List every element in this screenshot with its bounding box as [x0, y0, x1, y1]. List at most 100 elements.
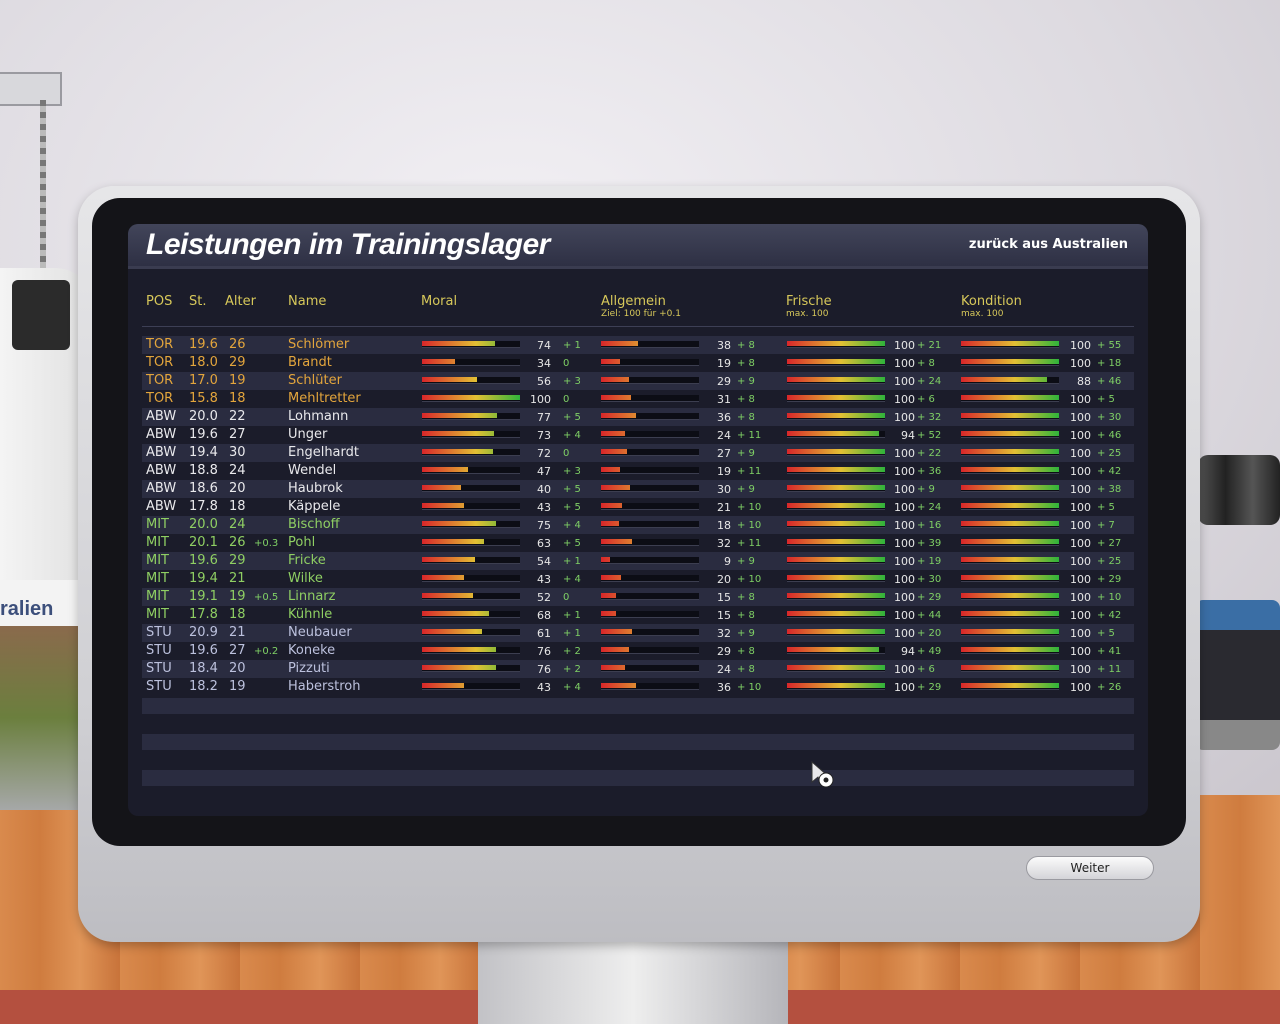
frische-value: 100: [894, 591, 915, 604]
player-name: Pohl: [288, 535, 316, 550]
moral-delta: + 4: [563, 430, 581, 441]
allgemein-bar: [601, 665, 699, 672]
player-pos: MIT: [146, 589, 169, 604]
table-row[interactable]: STU 18.4 20 Pizzuti 76 + 2 24 + 8 100 + 6 100 + 11: [142, 660, 1134, 678]
kondition-delta: + 25: [1097, 556, 1122, 567]
table-row[interactable]: STU 19.6 27 +0.2 Koneke 76 + 2 29 + 8 94 + 49 100 + …: [142, 642, 1134, 660]
player-pos: ABW: [146, 427, 177, 442]
player-age: 29: [229, 355, 246, 370]
frische-bar-fill: [787, 665, 885, 670]
player-name: Koneke: [288, 643, 336, 658]
player-age: 18: [229, 391, 246, 406]
player-pos: MIT: [146, 571, 169, 586]
moral-bar: [422, 683, 520, 690]
kondition-value: 100: [1070, 645, 1091, 658]
frische-bar: [787, 359, 885, 366]
table-row[interactable]: ABW 17.8 18 Käppele 43 + 5 21 + 10 100 + 24 100 + 5: [142, 498, 1134, 516]
table-row[interactable]: MIT 19.4 21 Wilke 43 + 4 20 + 10 100 + 30 100 + 29: [142, 570, 1134, 588]
allgemein-bar: [601, 359, 699, 366]
frische-bar-fill: [787, 593, 885, 598]
frische-bar-fill: [787, 377, 885, 382]
frische-delta: + 20: [917, 628, 942, 639]
player-name: Lohmann: [288, 409, 349, 424]
weiter-button[interactable]: Weiter: [1026, 856, 1154, 880]
table-row[interactable]: STU 20.9 21 Neubauer 61 + 1 32 + 9 100 + 20 100 + 5: [142, 624, 1134, 642]
allgemein-bar-fill: [601, 467, 620, 472]
frische-delta: + 49: [917, 646, 942, 657]
allgemein-bar: [601, 341, 699, 348]
moral-delta: + 5: [563, 502, 581, 513]
table-row[interactable]: MIT 20.1 26 +0.3 Pohl 63 + 5 32 + 11 100 + 39 100 + …: [142, 534, 1134, 552]
kondition-bar: [961, 557, 1059, 564]
table-row[interactable]: MIT 20.0 24 Bischoff 75 + 4 18 + 10 100 + 16 100 + …: [142, 516, 1134, 534]
allgemein-bar: [601, 413, 699, 420]
allgemein-delta: + 10: [737, 574, 762, 585]
allgemein-bar: [601, 395, 699, 402]
table-row[interactable]: MIT 17.8 18 Kühnle 68 + 1 15 + 8 100 + 44 100 + 42: [142, 606, 1134, 624]
allgemein-delta: + 11: [737, 538, 762, 549]
table-row[interactable]: MIT 19.6 29 Fricke 54 + 1 9 + 9 100 + 19 100 + 25: [142, 552, 1134, 570]
moral-value: 40: [537, 483, 551, 496]
kondition-value: 100: [1070, 573, 1091, 586]
kondition-bar: [961, 413, 1059, 420]
table-row[interactable]: STU 18.2 19 Haberstroh 43 + 4 36 + 10 100 + 29 100…: [142, 678, 1134, 696]
frische-bar-fill: [787, 431, 880, 436]
allgemein-bar: [601, 593, 699, 600]
moral-bar: [422, 359, 520, 366]
frische-value: 100: [894, 375, 915, 388]
allgemein-bar: [601, 611, 699, 618]
player-pos: ABW: [146, 499, 177, 514]
kondition-bar-fill: [961, 629, 1059, 634]
table-row[interactable]: TOR 17.0 19 Schlüter 56 + 3 29 + 9 100 + 24 88 + 46: [142, 372, 1134, 390]
kondition-value: 100: [1070, 501, 1091, 514]
australia-banner: [0, 580, 80, 810]
frische-bar-fill: [787, 521, 885, 526]
allgemein-value: 29: [717, 375, 731, 388]
frische-value: 94: [901, 429, 915, 442]
moral-bar: [422, 431, 520, 438]
table-row[interactable]: TOR 15.8 18 Mehltretter 100 0 31 + 8 100 + 6 100 + …: [142, 390, 1134, 408]
kondition-value: 100: [1070, 519, 1091, 532]
kondition-delta: + 5: [1097, 394, 1115, 405]
table-row[interactable]: ABW 18.6 20 Haubrok 40 + 5 30 + 9 100 + 9 100 + 38: [142, 480, 1134, 498]
kondition-value: 100: [1070, 555, 1091, 568]
player-name: Kühnle: [288, 607, 333, 622]
frische-delta: + 22: [917, 448, 942, 459]
table-row[interactable]: ABW 18.8 24 Wendel 47 + 3 19 + 11 100 + 36 100 + 42: [142, 462, 1134, 480]
player-strength: 17.8: [189, 499, 218, 514]
moral-bar-fill: [422, 557, 475, 562]
moral-delta: + 1: [563, 610, 581, 621]
frische-bar-fill: [787, 629, 885, 634]
allgemein-bar-fill: [601, 521, 619, 526]
moral-bar-fill: [422, 395, 520, 400]
banner-text: ralien: [0, 598, 54, 620]
moral-bar: [422, 449, 520, 456]
table-row[interactable]: MIT 19.1 19 +0.5 Linnarz 52 0 15 + 8 100 + 29 100 + …: [142, 588, 1134, 606]
frische-delta: + 32: [917, 412, 942, 423]
moral-bar-fill: [422, 503, 465, 508]
monitor-stand: [478, 930, 788, 1024]
kondition-delta: + 7: [1097, 520, 1115, 531]
moral-value: 43: [537, 501, 551, 514]
allgemein-bar-fill: [601, 683, 637, 688]
frische-value: 100: [894, 501, 915, 514]
allgemein-bar-fill: [601, 395, 632, 400]
frische-bar: [787, 467, 885, 474]
table-row[interactable]: TOR 19.6 26 Schlömer 74 + 1 38 + 8 100 + 21 100 + 5…: [142, 336, 1134, 354]
frische-value: 100: [894, 339, 915, 352]
moral-bar-fill: [422, 683, 465, 688]
kondition-bar-fill: [961, 413, 1059, 418]
kondition-value: 100: [1070, 483, 1091, 496]
player-age: 19: [229, 589, 246, 604]
table-row[interactable]: ABW 20.0 22 Lohmann 77 + 5 36 + 8 100 + 32 100 + 30: [142, 408, 1134, 426]
allgemein-bar: [601, 575, 699, 582]
punching-bag-hanger: [0, 72, 62, 106]
allgemein-bar-fill: [601, 449, 628, 454]
moral-delta: + 1: [563, 628, 581, 639]
allgemein-bar-fill: [601, 377, 630, 382]
table-row[interactable]: ABW 19.4 30 Engelhardt 72 0 27 + 9 100 + 22 100 + 2…: [142, 444, 1134, 462]
table-row[interactable]: TOR 18.0 29 Brandt 34 0 19 + 8 100 + 8 100 + 18: [142, 354, 1134, 372]
col-header-name: Name: [288, 294, 327, 309]
player-name: Schlüter: [288, 373, 342, 388]
table-row[interactable]: ABW 19.6 27 Unger 73 + 4 24 + 11 94 + 52 100 + 46: [142, 426, 1134, 444]
